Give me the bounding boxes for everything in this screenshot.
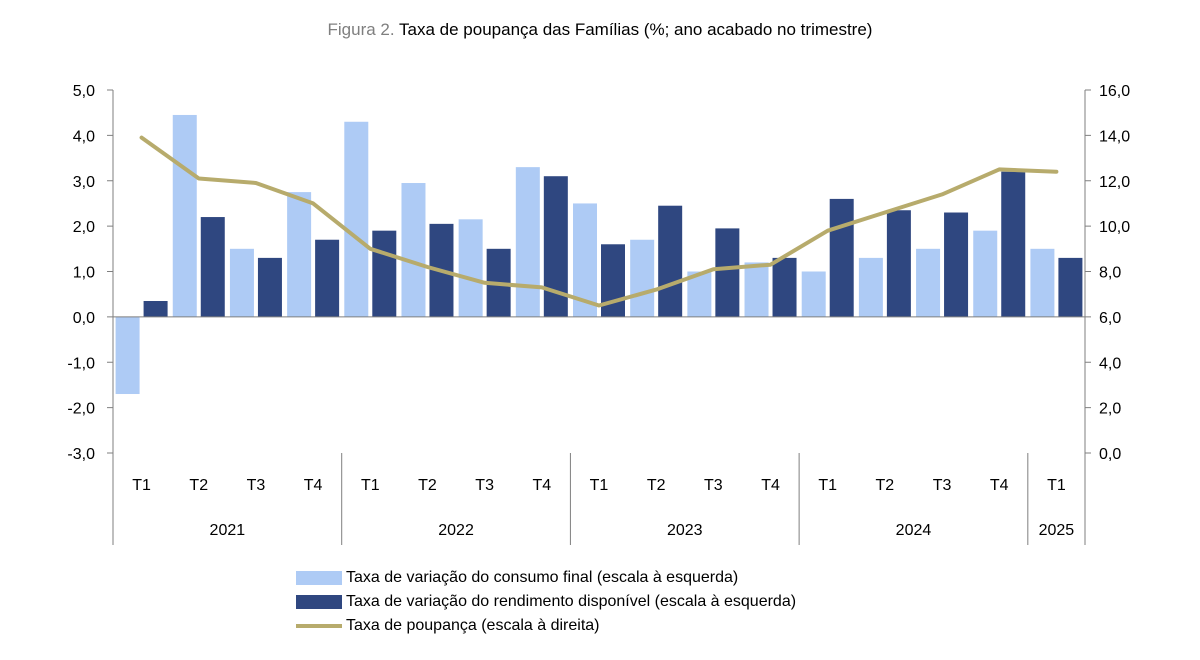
right-axis-tick-label: 12,0 — [1099, 174, 1130, 191]
x-year-label: 2024 — [896, 522, 932, 539]
right-axis-tick-label: 4,0 — [1099, 355, 1121, 372]
left-axis-tick-label: 0,0 — [73, 310, 95, 327]
bar-consumo — [1030, 248, 1055, 317]
right-axis-tick-label: 2,0 — [1099, 401, 1121, 418]
figure-title: Taxa de poupança das Famílias (%; ano ac… — [399, 20, 873, 39]
bar-consumo — [172, 114, 197, 317]
bar-consumo — [916, 248, 941, 317]
bar-consumo — [515, 167, 540, 317]
bar-consumo — [858, 257, 883, 317]
chart-plot: 5,0 4,0 3,0 2,0 1,0 0,0 -1,0 -2,0 -3,0 16,0 14,0 12… — [67, 83, 1130, 545]
x-category-label: T2 — [647, 477, 666, 494]
bar-rendimento — [372, 230, 397, 317]
bar-consumo — [344, 121, 369, 317]
line-poupanca — [139, 135, 1059, 308]
bar-consumo — [115, 316, 140, 395]
bar-rendimento — [143, 300, 168, 317]
x-category-label: T3 — [247, 477, 266, 494]
bar-consumo — [744, 262, 769, 317]
x-year-label: 2021 — [210, 522, 246, 539]
legend-item-poupanca: Taxa de poupança (escala à direita) — [296, 614, 796, 638]
right-axis-tick-label: 8,0 — [1099, 265, 1121, 282]
x-category-label: T4 — [761, 477, 780, 494]
x-category-label: T1 — [590, 477, 609, 494]
chart-legend: Taxa de variação do consumo final (escal… — [296, 566, 796, 638]
x-category-label: T4 — [304, 477, 323, 494]
legend-label-poupanca: Taxa de poupança (escala à direita) — [346, 617, 600, 634]
legend-swatch-rendimento — [296, 595, 342, 609]
right-axis-tick-label: 16,0 — [1099, 83, 1130, 100]
bar-consumo — [973, 230, 998, 317]
bar-rendimento — [257, 257, 282, 317]
left-axis-tick-label: 5,0 — [73, 83, 95, 100]
bar-rendimento — [944, 212, 969, 317]
figure-number: Figura 2. — [327, 20, 395, 39]
legend-item-rendimento: Taxa de variação do rendimento disponíve… — [296, 590, 796, 614]
x-category-label: T1 — [1047, 477, 1066, 494]
left-axis-tick-label: -3,0 — [67, 446, 95, 463]
right-axis-tick-label: 0,0 — [1099, 446, 1121, 463]
left-axis-tick-label: 2,0 — [73, 219, 95, 236]
bar-consumo — [801, 271, 826, 317]
x-category-label: T2 — [189, 477, 208, 494]
x-category-label: T3 — [475, 477, 494, 494]
x-category-label: T3 — [933, 477, 952, 494]
legend-label-rendimento: Taxa de variação do rendimento disponíve… — [346, 593, 797, 610]
bar-consumo — [401, 183, 426, 317]
bar-rendimento — [200, 217, 225, 317]
bar-rendimento — [658, 205, 683, 317]
legend-label-consumo: Taxa de variação do consumo final (escal… — [346, 569, 739, 586]
left-axis-tick-label: -1,0 — [67, 355, 95, 372]
bar-rendimento — [829, 198, 854, 317]
chart-title: Figura 2. Taxa de poupança das Famílias … — [0, 20, 1200, 40]
bar-rendimento — [1001, 171, 1026, 317]
bar-consumo — [287, 192, 312, 317]
legend-swatch-poupanca — [296, 624, 342, 628]
bar-consumo — [630, 239, 655, 317]
legend-swatch-consumo — [296, 571, 342, 585]
left-axis-tick-label: 1,0 — [73, 265, 95, 282]
bar-consumo — [229, 248, 254, 317]
x-category-label: T4 — [532, 477, 551, 494]
legend-item-consumo: Taxa de variação do consumo final (escal… — [296, 566, 796, 590]
x-category-label: T2 — [418, 477, 437, 494]
bar-rendimento — [886, 210, 911, 317]
bar-consumo — [458, 219, 483, 317]
x-year-label: 2023 — [667, 522, 703, 539]
bar-rendimento — [772, 257, 797, 317]
x-category-label: T4 — [990, 477, 1009, 494]
x-year-label: 2022 — [438, 522, 474, 539]
bar-rendimento — [715, 228, 740, 317]
x-year-label: 2025 — [1039, 522, 1075, 539]
left-axis-tick-label: 3,0 — [73, 174, 95, 191]
x-category-label: T1 — [132, 477, 151, 494]
x-category-label: T3 — [704, 477, 723, 494]
x-category-label: T1 — [361, 477, 380, 494]
right-axis-tick-label: 14,0 — [1099, 128, 1130, 145]
bar-rendimento — [315, 239, 340, 317]
x-category-label: T1 — [818, 477, 837, 494]
left-axis-tick-label: -2,0 — [67, 401, 95, 418]
bar-rendimento — [1058, 257, 1083, 317]
right-axis-tick-label: 10,0 — [1099, 219, 1130, 236]
x-category-label: T2 — [876, 477, 895, 494]
left-axis-tick-label: 4,0 — [73, 128, 95, 145]
right-axis-tick-label: 6,0 — [1099, 310, 1121, 327]
